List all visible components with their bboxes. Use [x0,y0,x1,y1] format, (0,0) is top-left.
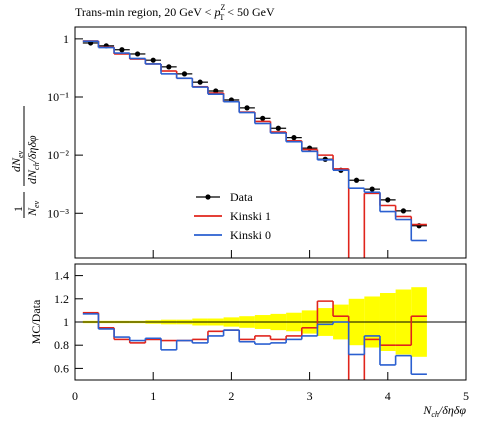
x-tick-label: 5 [463,389,469,403]
data-point [353,177,360,183]
ratio-plot-layer [82,300,427,380]
ratio-y-tick-label: 0.6 [54,361,69,375]
y-tick-label: 10⁻² [47,148,69,162]
data-point [166,64,172,70]
title-sub: T [219,13,224,22]
y-label-part: ev [16,150,25,158]
title-text: < 50 GeV [224,5,275,19]
x-label-part: ch [431,410,439,419]
y-tick-label: 1 [63,32,69,46]
chart-title: Trans-min region, 20 GeV < pZ T < 50 GeV [75,3,275,22]
data-point [134,51,141,57]
data-point [244,105,250,111]
legend-label: Kinski 0 [230,228,271,242]
legend-label: Data [230,190,253,204]
x-tick-label: 1 [150,389,156,403]
legend: Data Kinski 1 Kinski 0 [194,190,271,242]
x-axis-label: Nch/δηδφ [422,403,466,419]
y-axis-label: 1 Nev dNev dNch/δηδφ [9,106,41,218]
data-point [385,197,391,203]
ratio-y-tick-label: 1 [63,315,69,329]
title-sup: Z [220,3,225,12]
ratio-y-label: MC/Data [29,299,43,344]
title-text: Trans-min region, 20 GeV < [75,5,214,19]
data-point [400,208,407,214]
data-point [181,71,188,77]
data-point [197,79,203,85]
x-tick-label: 3 [307,389,313,403]
x-label-part: N [422,403,432,417]
y-label-part: ch [32,162,41,170]
data-point [260,115,266,121]
y-label-part: dN [9,157,23,172]
ratio-y-tick-label: 1.4 [54,269,69,283]
data-point [119,47,125,53]
data-point [369,186,375,192]
y-label-part: N [25,207,39,217]
y-label-text: Nev [25,200,41,217]
ratio-frame [74,263,467,381]
ratio-y-tick-label: 0.8 [54,338,69,352]
x-tick-label: 0 [72,389,78,403]
main-plot-layer [82,40,427,258]
ratio-y-tick-label: 1.2 [54,292,69,306]
legend-label: Kinski 1 [230,209,271,223]
x-tick-label: 2 [228,389,234,403]
x-tick-label: 4 [385,389,391,403]
data-point [291,135,297,141]
title-text: p [213,5,220,19]
y-tick-label: 10⁻¹ [47,90,69,104]
y-tick-label: 10⁻³ [47,206,69,220]
legend-swatch [205,194,211,200]
data-point [275,125,281,131]
y-label-part: /δηδφ [25,135,39,163]
main-frame [74,26,467,259]
data-point [150,57,156,63]
x-label-part: /δηδφ [438,403,466,417]
y-label-part: ev [32,200,41,208]
y-label-part: dN [25,169,39,184]
y-label-text: dNev [9,150,25,172]
y-label-text: dNch/δηδφ [25,135,41,184]
y-label-text: 1 [11,206,25,212]
